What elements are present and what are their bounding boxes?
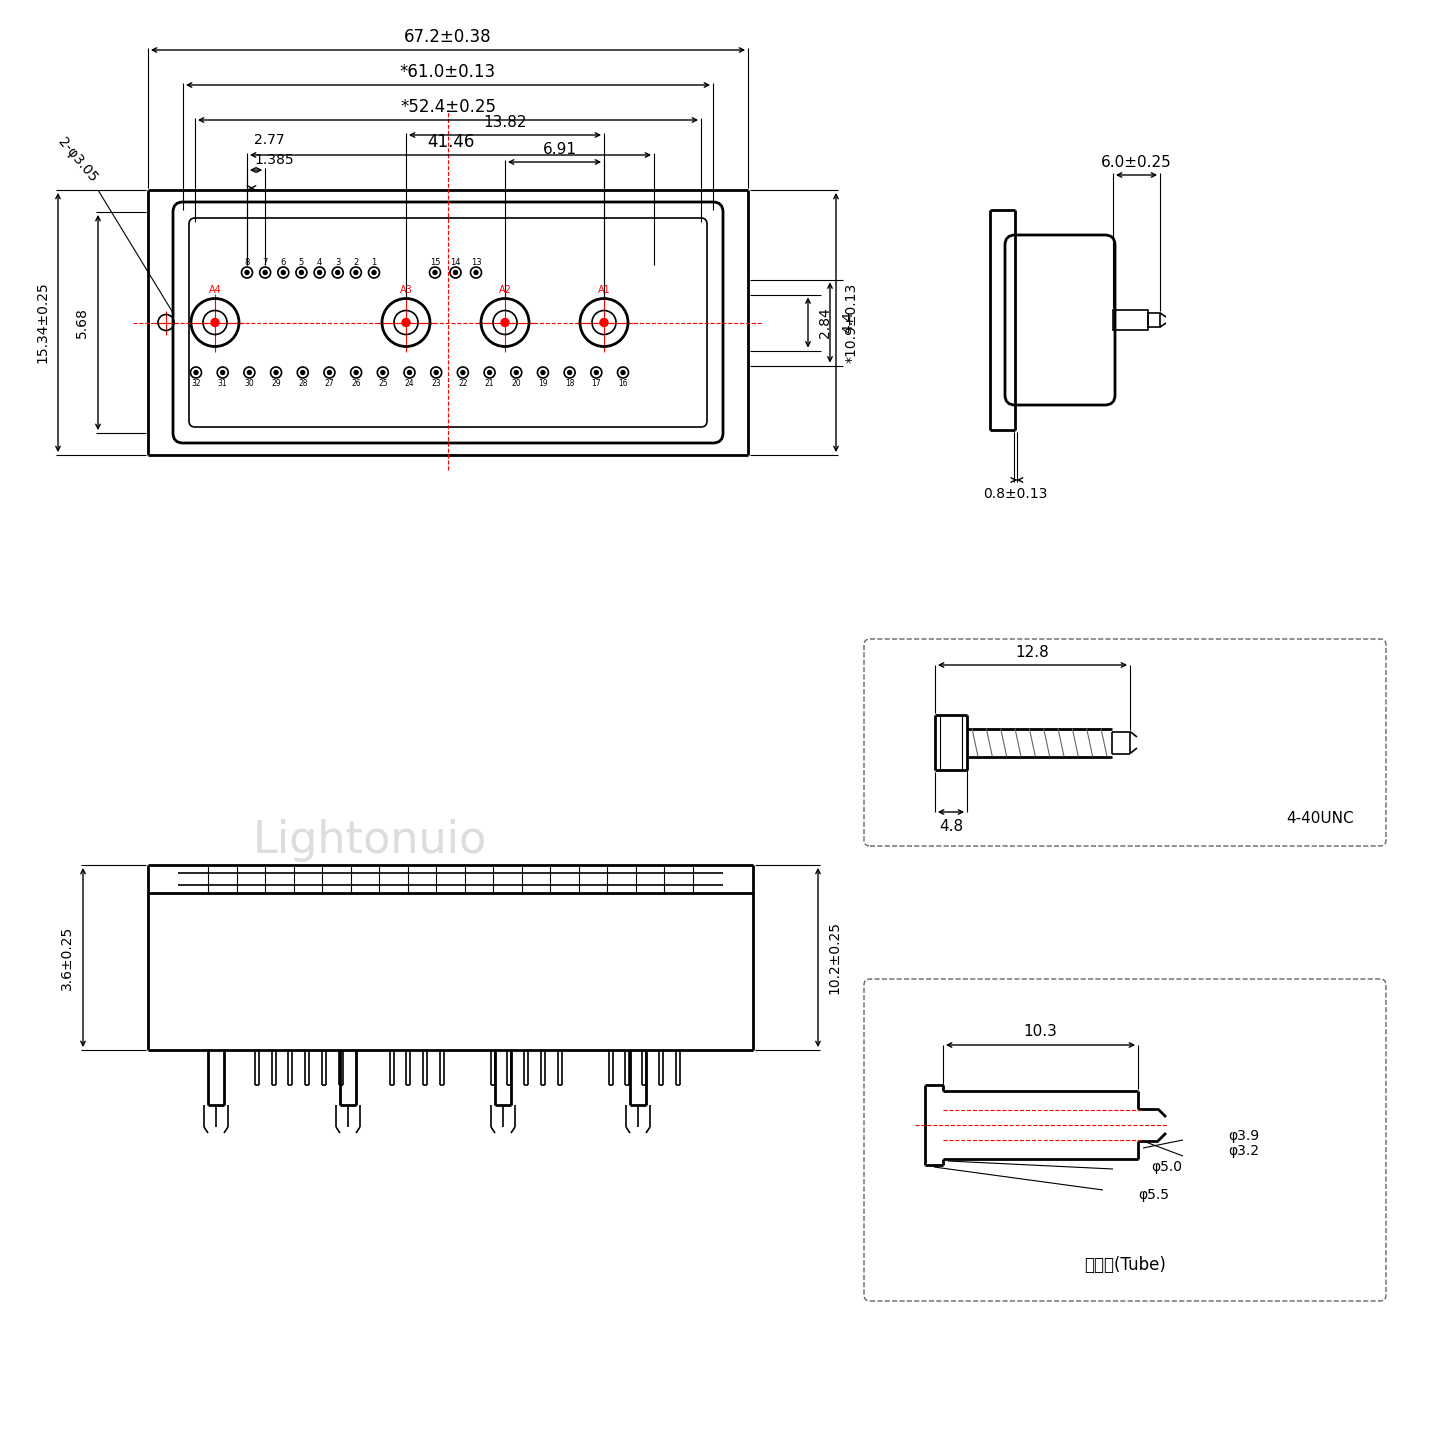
Circle shape	[194, 370, 199, 374]
Text: 6: 6	[281, 258, 287, 266]
Text: 26: 26	[351, 379, 361, 387]
Text: 14: 14	[451, 258, 461, 266]
Text: 17: 17	[592, 379, 600, 387]
Text: 10.3: 10.3	[1024, 1024, 1057, 1040]
Text: 2-φ3.05: 2-φ3.05	[56, 135, 101, 184]
Circle shape	[600, 318, 608, 327]
Circle shape	[354, 370, 359, 374]
Circle shape	[402, 318, 410, 327]
Circle shape	[454, 271, 458, 275]
Text: 3: 3	[336, 258, 340, 266]
Text: 20: 20	[511, 379, 521, 387]
Text: 4.8: 4.8	[939, 818, 963, 834]
Circle shape	[301, 370, 305, 374]
Circle shape	[264, 271, 268, 275]
Circle shape	[327, 370, 331, 374]
Text: 4: 4	[317, 258, 323, 266]
Circle shape	[354, 271, 359, 275]
Text: 1.385: 1.385	[253, 153, 294, 167]
Text: φ5.5: φ5.5	[1138, 1188, 1169, 1202]
Text: 16: 16	[618, 379, 628, 387]
Circle shape	[567, 370, 572, 374]
Text: φ3.2: φ3.2	[1228, 1143, 1259, 1158]
Text: A1: A1	[598, 285, 611, 295]
Circle shape	[372, 271, 376, 275]
Circle shape	[300, 271, 304, 275]
Text: 6.0±0.25: 6.0±0.25	[1102, 154, 1172, 170]
Text: 7: 7	[262, 258, 268, 266]
Circle shape	[541, 370, 544, 374]
Text: A4: A4	[209, 285, 222, 295]
Text: 2: 2	[353, 258, 359, 266]
Text: 25: 25	[379, 379, 387, 387]
Text: 13: 13	[471, 258, 481, 266]
Text: 屏蔽管(Tube): 屏蔽管(Tube)	[1084, 1256, 1166, 1274]
Circle shape	[621, 370, 625, 374]
Text: 31: 31	[217, 379, 228, 387]
Text: 1: 1	[372, 258, 377, 266]
Text: Lightonuio: Lightonuio	[253, 818, 487, 861]
Text: 21: 21	[485, 379, 494, 387]
Bar	[1113, 310, 1148, 330]
Text: 5.68: 5.68	[75, 307, 89, 338]
Text: φ5.0: φ5.0	[1151, 1161, 1182, 1174]
Circle shape	[336, 271, 340, 275]
Circle shape	[461, 370, 465, 374]
Text: 15: 15	[429, 258, 441, 266]
Text: 18: 18	[564, 379, 575, 387]
Circle shape	[433, 271, 436, 275]
Text: 6.91: 6.91	[543, 141, 576, 157]
Circle shape	[318, 271, 321, 275]
Circle shape	[474, 271, 478, 275]
Text: 67.2±0.38: 67.2±0.38	[405, 27, 492, 46]
Circle shape	[248, 370, 252, 374]
Text: A2: A2	[498, 285, 511, 295]
Text: 19: 19	[539, 379, 547, 387]
Circle shape	[212, 318, 219, 327]
Circle shape	[408, 370, 412, 374]
Text: 12.8: 12.8	[1015, 645, 1050, 660]
Text: *52.4±0.25: *52.4±0.25	[400, 98, 495, 117]
Text: 15.34±0.25: 15.34±0.25	[35, 282, 49, 363]
Text: 24: 24	[405, 379, 415, 387]
Circle shape	[220, 370, 225, 374]
Text: 13.82: 13.82	[484, 115, 527, 130]
Circle shape	[435, 370, 438, 374]
Circle shape	[595, 370, 598, 374]
Text: 2.84: 2.84	[818, 307, 832, 338]
Text: φ3.9: φ3.9	[1228, 1129, 1259, 1143]
Circle shape	[488, 370, 491, 374]
Circle shape	[501, 318, 508, 327]
Circle shape	[281, 271, 285, 275]
Text: *10.9±0.13: *10.9±0.13	[845, 282, 860, 363]
Text: 41.46: 41.46	[426, 132, 474, 151]
Circle shape	[514, 370, 518, 374]
Text: A3: A3	[400, 285, 412, 295]
Text: 27: 27	[324, 379, 334, 387]
Text: 28: 28	[298, 379, 308, 387]
Circle shape	[380, 370, 384, 374]
Text: 8: 8	[245, 258, 249, 266]
Text: 3.6±0.25: 3.6±0.25	[60, 926, 73, 989]
Text: 0.8±0.13: 0.8±0.13	[984, 487, 1047, 501]
Bar	[1148, 312, 1161, 327]
Circle shape	[274, 370, 278, 374]
Circle shape	[245, 271, 249, 275]
Text: 4.4: 4.4	[841, 311, 855, 334]
Text: 22: 22	[458, 379, 468, 387]
Text: 4-40UNC: 4-40UNC	[1286, 811, 1354, 825]
Text: 29: 29	[271, 379, 281, 387]
Text: 10.2±0.25: 10.2±0.25	[827, 922, 841, 994]
Text: 30: 30	[245, 379, 255, 387]
Text: 23: 23	[432, 379, 441, 387]
Text: *61.0±0.13: *61.0±0.13	[400, 63, 495, 81]
Text: 5: 5	[300, 258, 304, 266]
Text: 2.77: 2.77	[253, 132, 285, 147]
Text: 32: 32	[192, 379, 200, 387]
